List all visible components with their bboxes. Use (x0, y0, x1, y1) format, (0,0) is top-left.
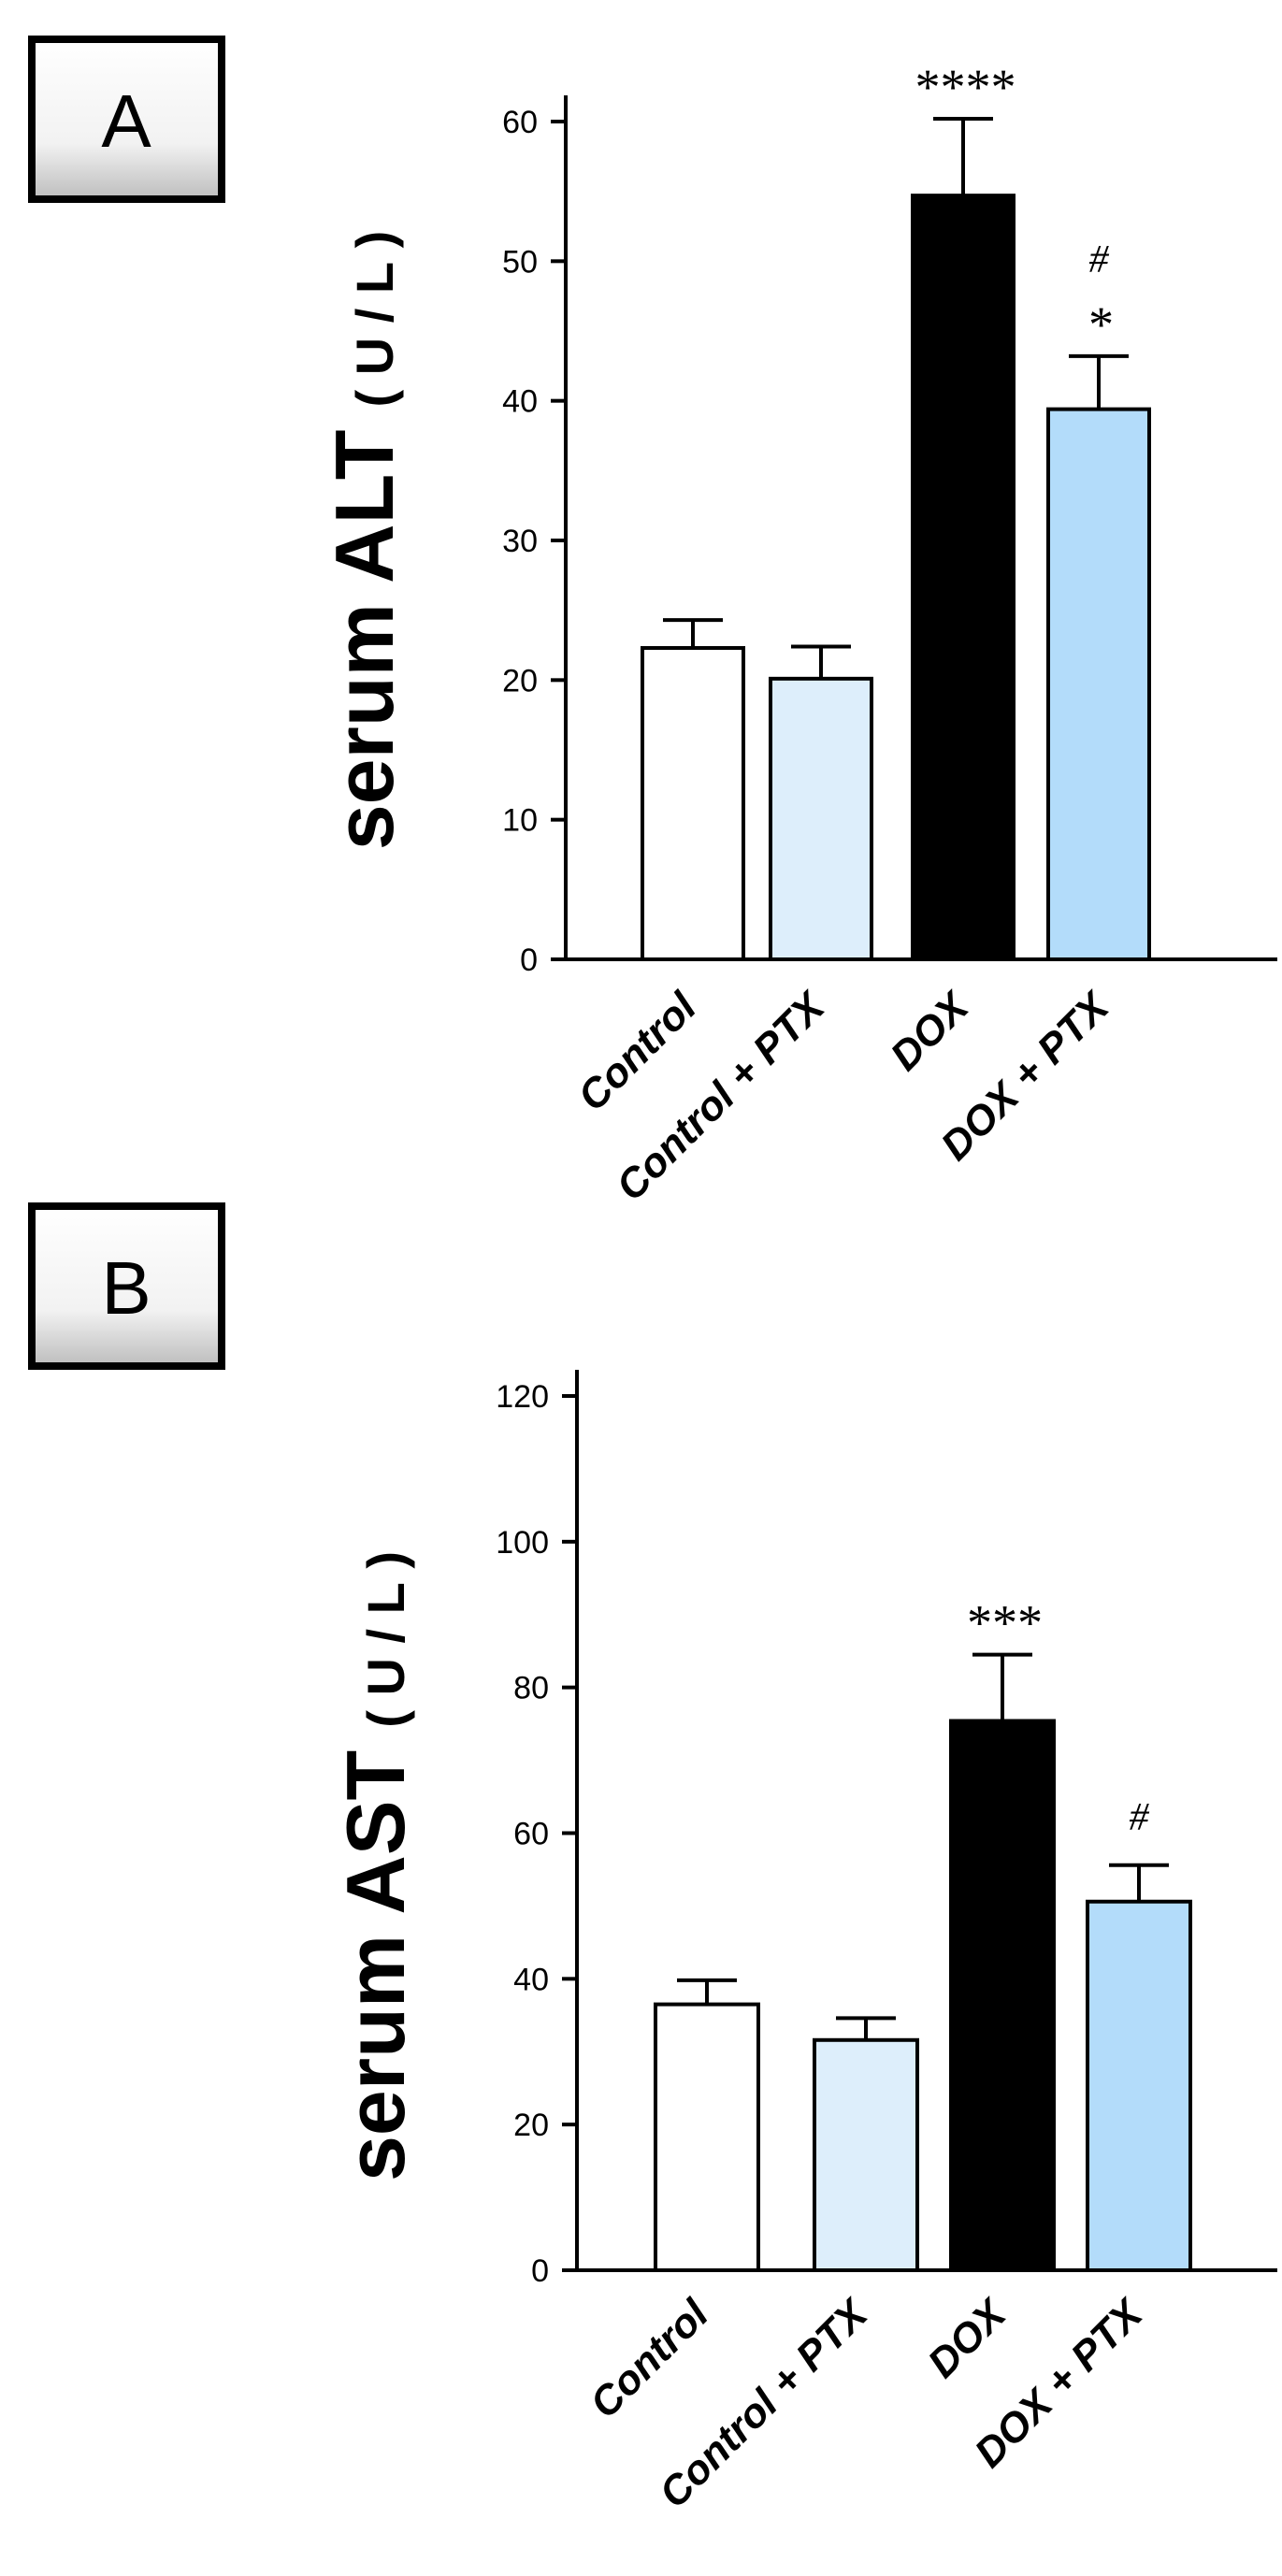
y-tick-label: 60 (502, 105, 538, 140)
bar-control-ptx (769, 676, 873, 962)
bar-dox (949, 1719, 1056, 2272)
x-category-label: DOX (882, 983, 979, 1080)
y-tick-label: 30 (502, 524, 538, 559)
y-axis-title-unit: ( U / L ) (345, 231, 404, 408)
x-category-label: Control (582, 2291, 718, 2427)
bar-control (641, 645, 745, 962)
bar-dox-ptx (1046, 407, 1151, 962)
y-tick-label: 0 (531, 2253, 549, 2289)
y-tick-label: 120 (496, 1379, 549, 1415)
y-axis-title: serum AST ( U / L ) (329, 1551, 422, 2181)
y-axis-title-unit: ( U / L ) (356, 1551, 415, 1728)
significance-stars: * (1087, 296, 1112, 353)
bar-dox-ptx (1086, 1899, 1192, 2273)
panel-a-letter: A (101, 79, 151, 163)
bar-control (654, 2002, 760, 2273)
significance-stars: *** (965, 1595, 1041, 1651)
significance-hash: # (1130, 1796, 1150, 1839)
bar-dox (911, 194, 1016, 961)
y-axis-title-main: serum ALT (318, 429, 411, 850)
y-tick-label: 80 (513, 1671, 549, 1706)
significance-stars: **** (913, 59, 1014, 115)
y-tick-label: 40 (513, 1962, 549, 1997)
y-tick-label: 40 (502, 384, 538, 420)
significance-hash: # (1089, 238, 1110, 281)
x-category-label: DOX (919, 2290, 1016, 2387)
panel-a-letter-box (28, 36, 225, 203)
y-tick-label: 20 (502, 663, 538, 698)
bar-control-ptx (813, 2037, 919, 2273)
y-tick-label: 50 (502, 244, 538, 280)
y-tick-label: 10 (502, 803, 538, 839)
y-tick-label: 100 (496, 1525, 549, 1561)
panel-b-letter: B (101, 1246, 151, 1330)
y-tick-label: 20 (513, 2108, 549, 2143)
y-axis-title: serum ALT ( U / L ) (318, 231, 411, 851)
panel-b-letter-box (28, 1202, 225, 1370)
y-tick-label: 60 (513, 1817, 549, 1852)
y-tick-label: 0 (520, 943, 538, 978)
y-axis-title-main: serum AST (329, 1750, 422, 2181)
